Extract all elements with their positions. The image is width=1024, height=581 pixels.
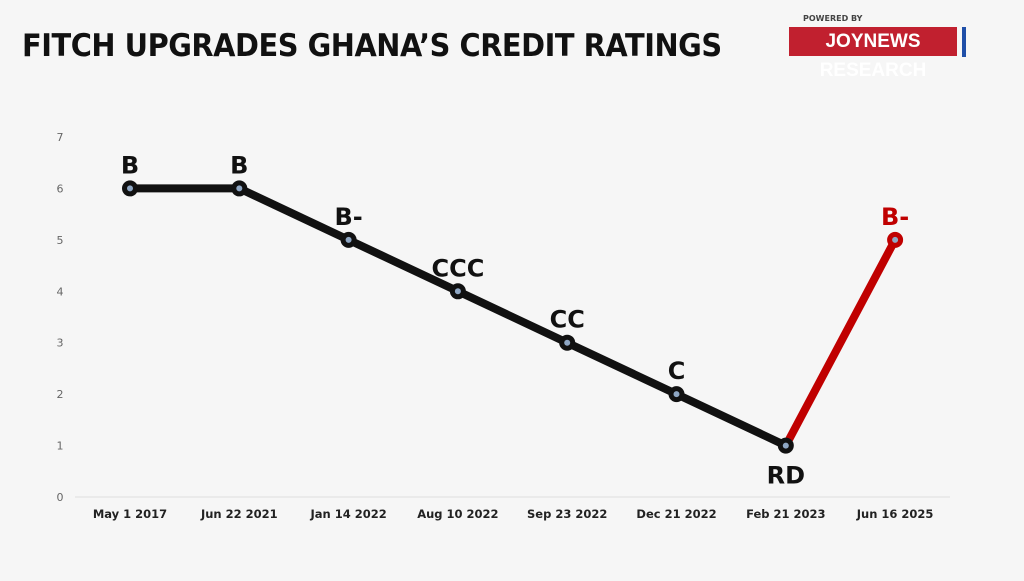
- data-label: B-: [334, 203, 362, 231]
- data-label: B: [230, 151, 248, 179]
- data-label: C: [668, 357, 686, 385]
- x-tick-label: Feb 21 2023: [746, 507, 825, 521]
- series-line-segment: [781, 235, 900, 450]
- data-label: B-: [881, 203, 909, 231]
- data-label: B: [121, 151, 139, 179]
- y-tick-label: 7: [57, 131, 64, 144]
- data-point-center: [345, 236, 352, 243]
- x-tick-label: Aug 10 2022: [417, 507, 498, 521]
- y-tick-label: 0: [57, 491, 64, 504]
- y-tick-label: 5: [57, 234, 64, 247]
- data-point-center: [673, 391, 680, 398]
- y-tick-label: 2: [57, 388, 64, 401]
- powered-by-label: POWERED BY: [803, 14, 863, 23]
- data-label: RD: [767, 462, 805, 490]
- x-tick-label: Jun 16 2025: [856, 507, 934, 521]
- data-point-center: [127, 185, 133, 192]
- x-tick-label: Dec 21 2022: [636, 507, 716, 521]
- series-line-segment: [563, 338, 681, 399]
- series-line-segment: [453, 287, 572, 347]
- series-line-segment: [235, 184, 353, 244]
- brand-accent-bar: [962, 27, 966, 57]
- data-point-center: [782, 442, 789, 449]
- series-line-segment: [672, 390, 790, 450]
- x-tick-label: Jun 22 2021: [200, 507, 278, 521]
- y-tick-label: 3: [57, 337, 64, 350]
- brand-logo: JOYNEWS RESEARCH: [789, 27, 957, 81]
- data-label: CCC: [431, 254, 484, 282]
- series-line-segment: [344, 235, 462, 296]
- data-point-center: [564, 339, 571, 346]
- data-point-center: [454, 288, 461, 295]
- x-tick-label: Sep 23 2022: [527, 507, 607, 521]
- x-tick-label: Jan 14 2022: [309, 507, 386, 521]
- y-tick-label: 4: [57, 285, 64, 298]
- data-point-center: [892, 236, 899, 243]
- x-tick-label: May 1 2017: [93, 507, 167, 521]
- data-label: CC: [550, 306, 585, 334]
- data-point-center: [236, 185, 243, 192]
- chart-title: FITCH UPGRADES GHANA’S CREDIT RATINGS: [22, 28, 722, 64]
- y-tick-label: 6: [57, 182, 64, 195]
- y-tick-label: 1: [57, 440, 64, 453]
